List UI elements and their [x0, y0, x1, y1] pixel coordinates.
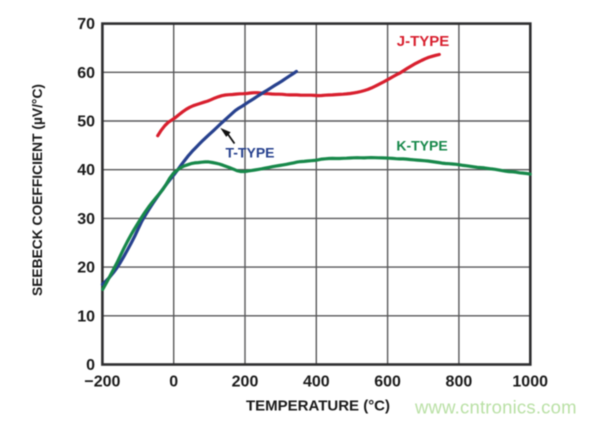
svg-text:40: 40 — [77, 162, 95, 179]
svg-text:600: 600 — [374, 374, 401, 391]
svg-text:www.cntronics.com: www.cntronics.com — [414, 397, 577, 418]
svg-text:K-TYPE: K-TYPE — [396, 138, 447, 154]
svg-text:70: 70 — [77, 16, 95, 33]
svg-text:60: 60 — [77, 65, 95, 82]
svg-text:0: 0 — [169, 374, 178, 391]
svg-text:20: 20 — [77, 260, 95, 277]
svg-text:−200: −200 — [84, 374, 120, 391]
svg-text:J-TYPE: J-TYPE — [397, 33, 450, 50]
svg-text:10: 10 — [77, 308, 95, 325]
svg-text:30: 30 — [77, 211, 95, 228]
svg-text:1000: 1000 — [512, 374, 548, 391]
svg-text:800: 800 — [446, 374, 473, 391]
svg-text:50: 50 — [77, 114, 95, 131]
svg-text:T-TYPE: T-TYPE — [225, 144, 274, 160]
svg-text:400: 400 — [303, 374, 330, 391]
svg-text:200: 200 — [232, 374, 259, 391]
svg-text:SEEBECK COEFFICIENT (µV/°C): SEEBECK COEFFICIENT (µV/°C) — [30, 84, 45, 296]
svg-text:0: 0 — [86, 357, 95, 374]
svg-text:TEMPERATURE (°C): TEMPERATURE (°C) — [246, 398, 390, 415]
